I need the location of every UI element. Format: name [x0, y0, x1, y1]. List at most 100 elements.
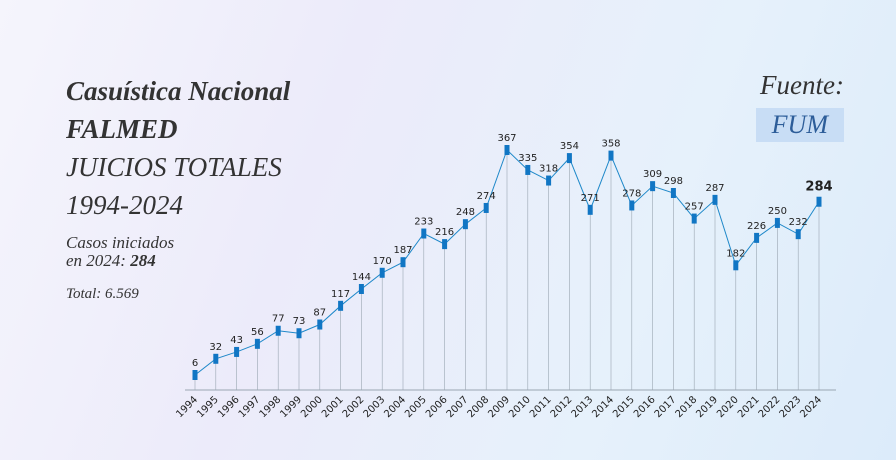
data-label: 216 — [435, 227, 454, 238]
x-tick-label: 2008 — [466, 394, 492, 420]
x-tick-label: 2002 — [341, 394, 367, 420]
x-tick-label: 2003 — [362, 394, 388, 420]
x-tick-label: 2012 — [549, 394, 575, 420]
x-tick-label: 1996 — [216, 394, 242, 420]
data-label: 182 — [726, 248, 745, 259]
data-label: 232 — [789, 217, 808, 228]
data-label: 367 — [497, 133, 516, 144]
cases-label-a: Casos iniciados — [66, 233, 175, 252]
data-point — [483, 202, 489, 213]
x-tick-label: 1997 — [237, 394, 263, 420]
data-point — [754, 232, 760, 243]
data-point — [379, 267, 385, 278]
data-point — [338, 300, 344, 311]
data-point — [546, 175, 552, 186]
data-label: 271 — [581, 193, 600, 204]
data-label: 257 — [685, 202, 704, 213]
data-point — [358, 283, 364, 294]
x-tick-label: 2018 — [674, 394, 700, 420]
x-tick-label: 2013 — [570, 394, 596, 420]
x-tick-label: 2009 — [486, 394, 512, 420]
total-count: Total: 6.569 — [66, 286, 139, 302]
data-label: 170 — [373, 256, 392, 267]
x-tick-label: 2017 — [653, 394, 679, 420]
x-tick-label: 2016 — [632, 394, 658, 420]
x-tick-label: 2004 — [382, 394, 408, 420]
data-point — [650, 181, 656, 192]
x-tick-label: 2019 — [694, 394, 720, 420]
chart-title-line1: Casuística Nacional — [66, 76, 291, 106]
cases-summary: Casos iniciados en 2024: 284 — [66, 234, 290, 270]
data-point — [774, 217, 780, 228]
x-tick-label: 2006 — [424, 394, 450, 420]
data-label: 6 — [192, 358, 198, 369]
data-point — [400, 257, 406, 268]
data-point — [254, 338, 260, 349]
data-label: 73 — [293, 316, 306, 327]
x-tick-label: 2014 — [590, 394, 616, 420]
data-point — [691, 213, 697, 224]
x-tick-label: 2020 — [715, 394, 741, 420]
cases-value: 284 — [130, 251, 156, 270]
x-tick-label: 1994 — [174, 394, 200, 420]
cases-label-b-row: en 2024: 284 — [66, 252, 290, 270]
x-tick-label: 2007 — [445, 394, 471, 420]
x-tick-label: 2022 — [757, 394, 783, 420]
x-tick-label: 2000 — [299, 394, 325, 420]
data-point — [733, 260, 739, 271]
source-block: Fuente: FUM — [755, 68, 844, 142]
source-label: Fuente: — [760, 70, 844, 100]
data-point — [462, 219, 468, 230]
data-point — [587, 204, 593, 215]
data-label: 298 — [664, 176, 683, 187]
data-point — [192, 370, 198, 380]
data-point — [525, 164, 531, 175]
data-point — [670, 188, 676, 199]
data-point — [421, 228, 427, 239]
data-point — [275, 325, 281, 336]
data-label: 284 — [805, 180, 832, 195]
x-tick-label: 2023 — [778, 394, 804, 420]
x-tick-label: 2024 — [798, 394, 824, 420]
data-label: 32 — [209, 342, 222, 353]
data-label: 43 — [230, 335, 243, 346]
title-block: Casuística Nacional FALMED JUICIOS TOTAL… — [66, 72, 290, 303]
source-badge: FUM — [755, 108, 844, 142]
x-tick-label: 2005 — [403, 394, 429, 420]
data-point — [566, 153, 572, 164]
data-point — [816, 196, 822, 207]
data-point — [234, 346, 240, 357]
data-label: 278 — [622, 188, 641, 199]
cases-label-b: en 2024: — [66, 251, 126, 270]
data-point — [795, 229, 801, 240]
data-point — [296, 328, 302, 339]
data-label: 56 — [251, 327, 264, 338]
data-point — [629, 200, 635, 211]
chart-title-line3: JUICIOS TOTALES — [66, 152, 282, 182]
x-tick-label: 1998 — [258, 394, 284, 420]
x-tick-label: 2015 — [611, 394, 637, 420]
data-label: 233 — [414, 217, 433, 228]
x-tick-label: 2010 — [507, 394, 533, 420]
data-label: 248 — [456, 207, 475, 218]
data-point — [504, 145, 510, 155]
data-label: 187 — [393, 245, 412, 256]
data-point — [317, 319, 323, 330]
data-label: 144 — [352, 272, 371, 283]
data-label: 335 — [518, 153, 537, 164]
data-label: 117 — [331, 289, 350, 300]
x-tick-label: 1999 — [278, 394, 304, 420]
data-label: 87 — [313, 308, 326, 319]
x-tick-label: 1995 — [195, 394, 221, 420]
data-point — [213, 353, 219, 364]
data-label: 226 — [747, 221, 766, 232]
data-label: 250 — [768, 206, 787, 217]
data-label: 358 — [601, 139, 620, 150]
chart-title-line4: 1994-2024 — [66, 190, 183, 220]
data-label: 287 — [705, 183, 724, 194]
x-tick-label: 2011 — [528, 394, 554, 420]
x-tick-label: 2021 — [736, 394, 762, 420]
data-label: 274 — [477, 191, 496, 202]
data-point — [712, 194, 718, 205]
